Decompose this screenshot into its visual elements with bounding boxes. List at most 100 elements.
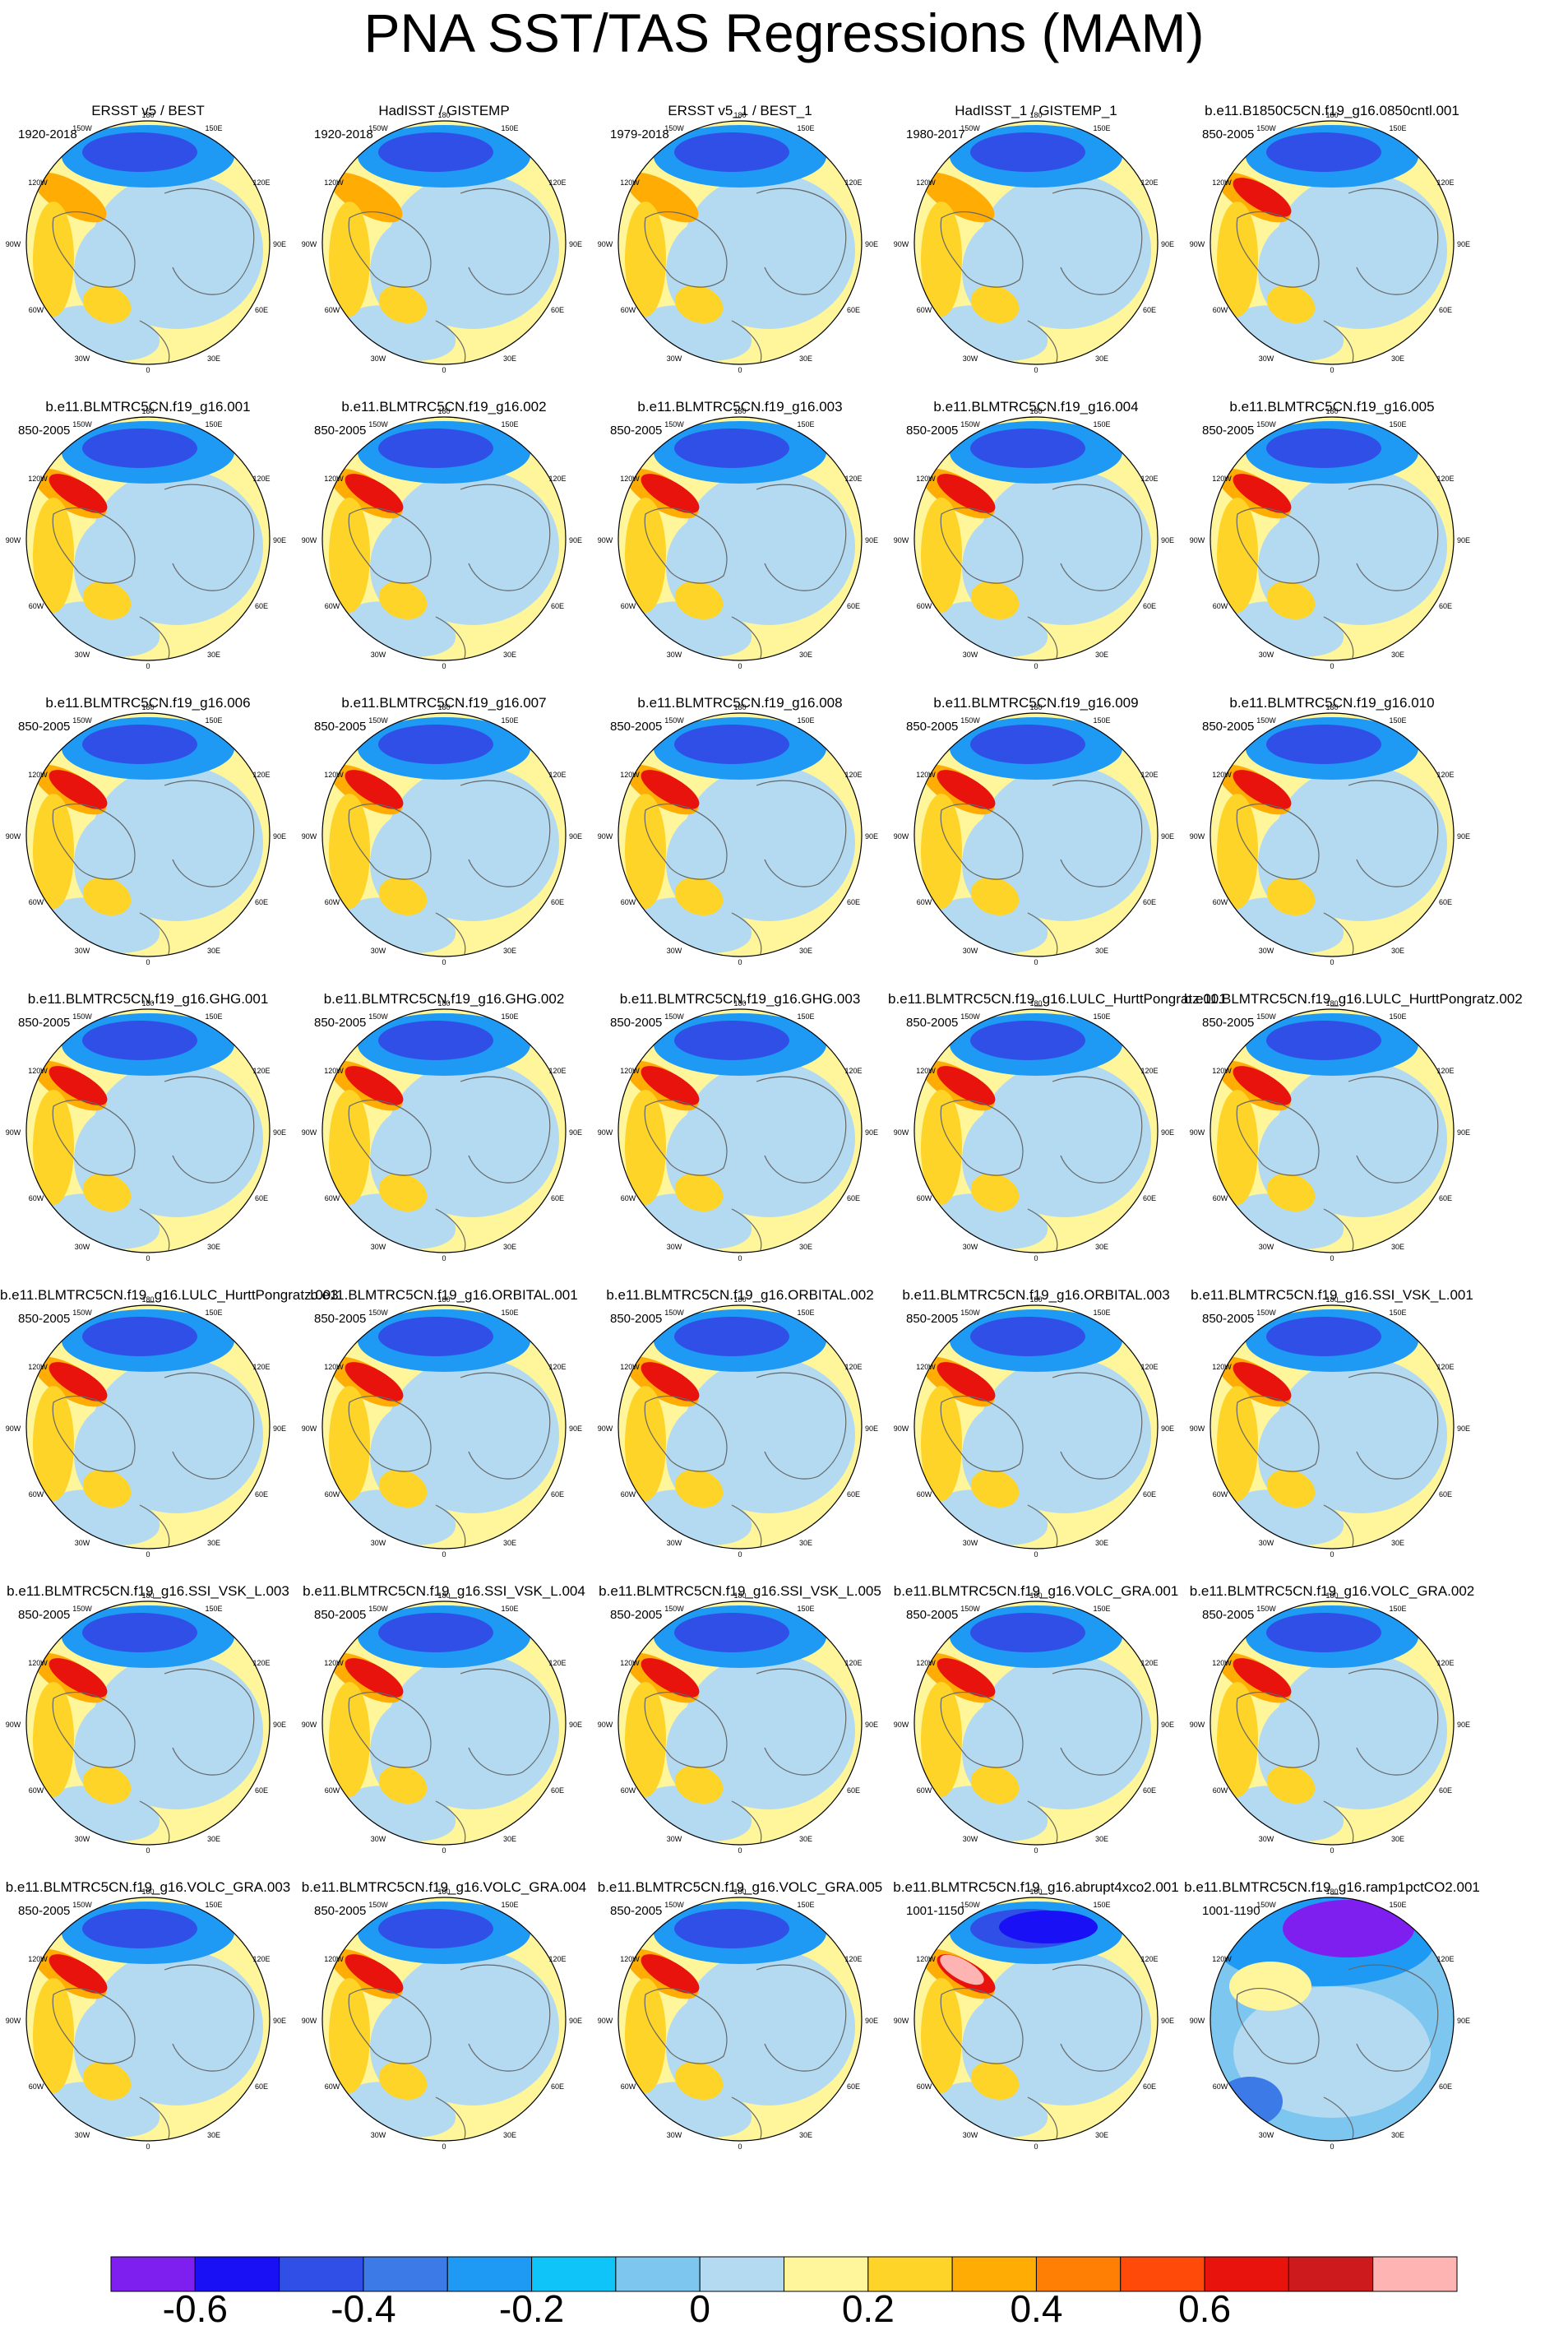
longitude-label: 90E [865, 240, 878, 248]
longitude-label: 120E [548, 771, 566, 779]
longitude-label: 0 [1034, 1550, 1038, 1559]
atlantic-warm-anomaly [674, 1469, 724, 1508]
map-panel: 180 150W 150E 120W 120E 90W 90E 60W 60E 30W 30E 0 b.… [888, 1879, 1184, 2175]
longitude-label: 60W [1213, 1490, 1228, 1499]
atlantic-warm-anomaly [1266, 877, 1316, 916]
anomaly-field [1210, 1601, 1454, 1845]
atlantic-warm-anomaly [674, 285, 724, 324]
eurasia-coastline [460, 188, 551, 295]
longitude-label: 30E [207, 2131, 220, 2139]
longitude-label: 150W [1256, 124, 1276, 132]
alaska-warm-core [1233, 474, 1292, 513]
north-america-coastline [348, 1988, 432, 2064]
map-body: 180 150W 150E 120W 120E 90W 90E 60W 60E 30W 30E 0 [6, 1591, 286, 1855]
north-america-coastline [348, 804, 432, 880]
longitude-label: 90W [598, 1721, 613, 1729]
longitude-label: 0 [738, 1254, 742, 1262]
africa-coastline [139, 320, 170, 363]
subtropical-warm-band [921, 1682, 962, 1797]
north-america-coastline [940, 1396, 1024, 1472]
alaska-warm-core [49, 1954, 108, 1994]
atlantic-warm-anomaly [970, 1469, 1020, 1508]
longitude-label: 30E [799, 651, 812, 659]
longitude-label: 30E [1391, 1243, 1404, 1251]
map-panel: 180 150W 150E 120W 120E 90W 90E 60W 60E 30W 30E 0 ER… [592, 103, 888, 399]
north-america-coastline [348, 507, 432, 584]
longitude-label: 180 [141, 703, 154, 711]
map-panel: 180 150W 150E 120W 120E 90W 90E 60W 60E 30W 30E 0 b.… [592, 991, 888, 1287]
atlantic-warm-anomaly [1266, 1765, 1316, 1804]
longitude-label: 150E [1389, 1309, 1406, 1317]
panel-years: 1920-2018 [314, 127, 373, 141]
map-panel: 180 150W 150E 120W 120E 90W 90E 60W 60E 30W 30E 0 b.… [592, 1287, 888, 1583]
longitude-label: 180 [141, 1295, 154, 1304]
polar-map: 180 150W 150E 120W 120E 90W 90E 60W 60E 30W 30E 0 [598, 1888, 878, 2151]
alaska-warm-core [937, 1066, 996, 1105]
atlantic-warm-anomaly [970, 285, 1020, 324]
longitude-label: 30W [963, 1243, 978, 1251]
map-border [321, 1008, 567, 1253]
polar-map: 180 150W 150E 120W 120E 90W 90E 60W 60E 30W 30E 0 [6, 703, 286, 966]
longitude-label: 30E [503, 947, 516, 955]
polar-map: 180 150W 150E 120W 120E 90W 90E 60W 60E 30W 30E 0 [894, 1591, 1174, 1855]
longitude-label: 150W [72, 716, 92, 725]
alaska-warm-core [641, 770, 700, 809]
longitude-label: 60E [1439, 306, 1452, 314]
alaska-warm-core [937, 1362, 996, 1401]
atlantic-warm-anomaly [1266, 285, 1316, 324]
panel-title: b.e11.BLMTRC5CN.f19_g16.SSI_VSK_L.003 [7, 1583, 289, 1599]
africa-coastline [1323, 320, 1354, 363]
subtropical-warm-band [1217, 1386, 1258, 1501]
longitude-label: 0 [738, 958, 742, 966]
pacific-cold-core [674, 1909, 789, 1948]
longitude-label: 60E [847, 306, 860, 314]
longitude-label: 180 [1325, 1591, 1338, 1600]
panel-years: 1980-2017 [906, 127, 965, 141]
pacific-cold-core [82, 1317, 197, 1356]
alaska-warm-core [345, 1954, 404, 1994]
longitude-label: 120E [1436, 771, 1454, 779]
longitude-label: 120E [1436, 178, 1454, 187]
longitude-label: 150W [1256, 420, 1276, 428]
colorbar-swatch [194, 2256, 280, 2292]
longitude-label: 60W [621, 898, 636, 906]
alaska-warm-core [345, 1362, 404, 1401]
africa-coastline [139, 912, 170, 955]
pacific-cold-core [1266, 1613, 1381, 1652]
panel-title: b.e11.BLMTRC5CN.f19_g16.GHG.002 [323, 991, 565, 1007]
panel-title: b.e11.BLMTRC5CN.f19_g16.LULC_HurttPongra… [1184, 991, 1523, 1007]
longitude-label: 150W [368, 1605, 388, 1613]
longitude-label: 90E [569, 2017, 582, 2025]
map-panel: 180 150W 150E 120W 120E 90W 90E 60W 60E 30W 30E 0 b.… [1184, 1287, 1480, 1583]
atlantic-warm-anomaly [378, 1469, 428, 1508]
africa-coastline [139, 1800, 170, 1843]
longitude-label: 60E [1143, 306, 1156, 314]
panel-title: b.e11.BLMTRC5CN.f19_g16.SSI_VSK_L.004 [303, 1583, 585, 1599]
map-border [1210, 712, 1455, 957]
anomaly-field [618, 121, 862, 364]
longitude-label: 60W [917, 602, 932, 610]
map-border [25, 1600, 271, 1846]
panel-title: b.e11.BLMTRC5CN.f19_g16.010 [1229, 695, 1435, 711]
alaska-warm-core [345, 1066, 404, 1105]
atlantic-warm-anomaly [378, 581, 428, 620]
longitude-label: 90E [865, 1424, 878, 1433]
longitude-label: 90W [302, 536, 317, 544]
longitude-label: 120W [28, 1955, 48, 1963]
longitude-label: 60E [847, 1490, 860, 1499]
colorbar-swatch [784, 2256, 869, 2292]
subtropical-warm-band [1217, 202, 1258, 317]
map-panel: 180 150W 150E 120W 120E 90W 90E 60W 60E 30W 30E 0 b.… [1184, 399, 1480, 695]
anomaly-field [914, 713, 1158, 957]
longitude-label: 90W [302, 1424, 317, 1433]
longitude-label: 120E [548, 1067, 566, 1075]
map-border [914, 120, 1159, 365]
panel-years: 850-2005 [314, 424, 367, 438]
longitude-label: 150E [501, 1012, 518, 1021]
longitude-label: 120E [1140, 178, 1158, 187]
panel-years: 1001-1150 [906, 1904, 964, 1918]
eurasia-coastline [1348, 1964, 1439, 2072]
africa-coastline [1323, 912, 1354, 955]
eurasia-coastline [1052, 188, 1143, 295]
polar-map: 180 150W 150E 120W 120E 90W 90E 60W 60E 30W 30E 0 [6, 1591, 286, 1855]
